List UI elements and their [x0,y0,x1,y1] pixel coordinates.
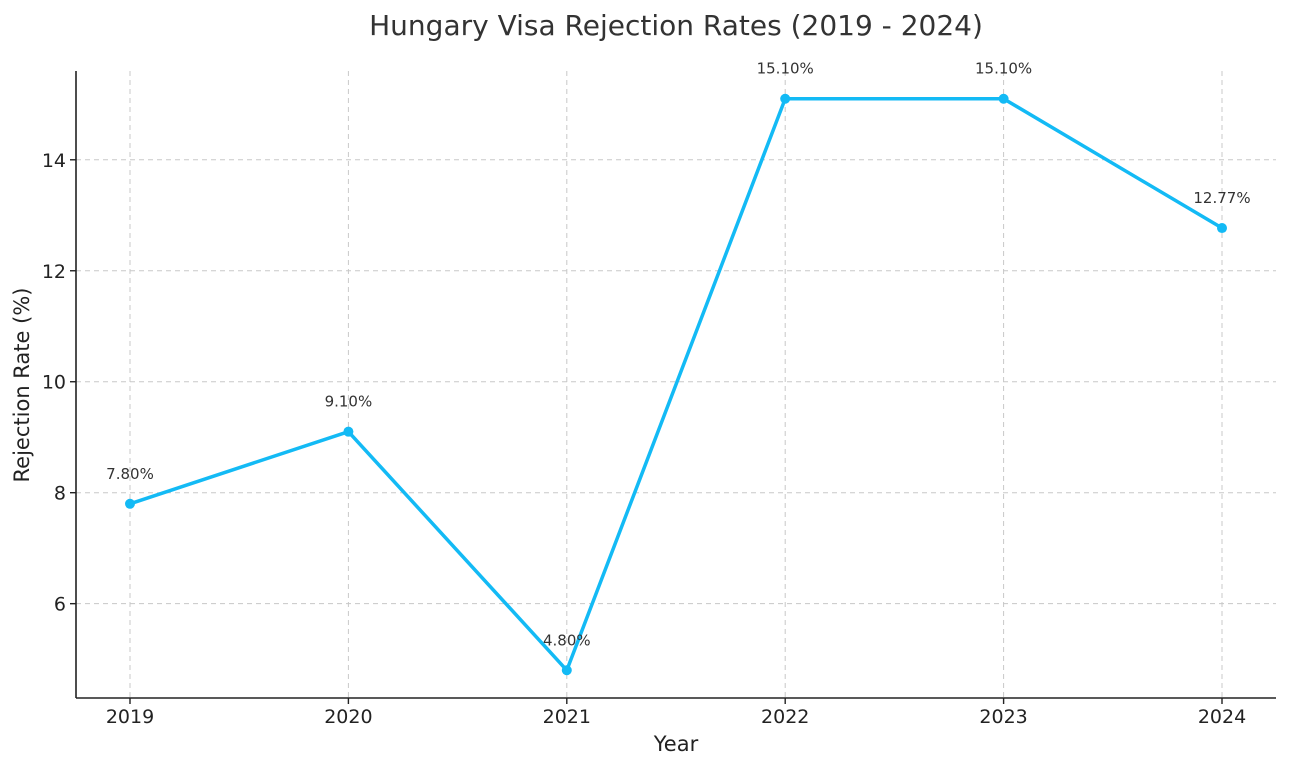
data-label-2020: 9.10% [325,393,373,411]
data-point-2019 [125,498,135,509]
data-point-2024 [1217,223,1227,234]
series-line [128,96,1224,673]
series-rejection-rate: 7.80% 9.10% 4.80% 15.10% 15.10% 12.77% [106,60,1251,676]
grid-lines [76,71,1276,698]
x-axis-label: Year [653,732,699,756]
data-point-2022 [780,93,791,104]
data-label-2024: 12.77% [1193,189,1250,207]
data-label-2021: 4.80% [543,631,591,649]
x-tick-label-2021: 2021 [543,706,591,728]
y-tick-label-8: 8 [54,483,66,505]
x-tick-label-2022: 2022 [761,706,809,728]
data-point-2023 [998,93,1009,104]
data-label-2022: 15.10% [757,60,814,78]
y-axis-ticks: 6 8 10 12 14 [42,150,76,616]
y-tick-label-6: 6 [54,594,66,616]
y-tick-label-12: 12 [42,261,66,283]
data-label-2019: 7.80% [106,465,154,483]
y-axis-label: Rejection Rate (%) [10,288,34,483]
y-tick-label-10: 10 [42,372,66,394]
x-axis-ticks: 2019 2020 2021 2022 2023 2024 [106,698,1246,728]
data-point-2021 [561,665,572,676]
chart-title: Hungary Visa Rejection Rates (2019 - 202… [369,9,983,42]
x-tick-label-2019: 2019 [106,706,154,728]
data-point-2020 [343,426,354,437]
data-label-2023: 15.10% [975,60,1032,78]
x-tick-label-2024: 2024 [1198,706,1246,728]
y-tick-label-14: 14 [42,150,66,172]
x-tick-label-2023: 2023 [979,706,1027,728]
x-tick-label-2020: 2020 [324,706,372,728]
